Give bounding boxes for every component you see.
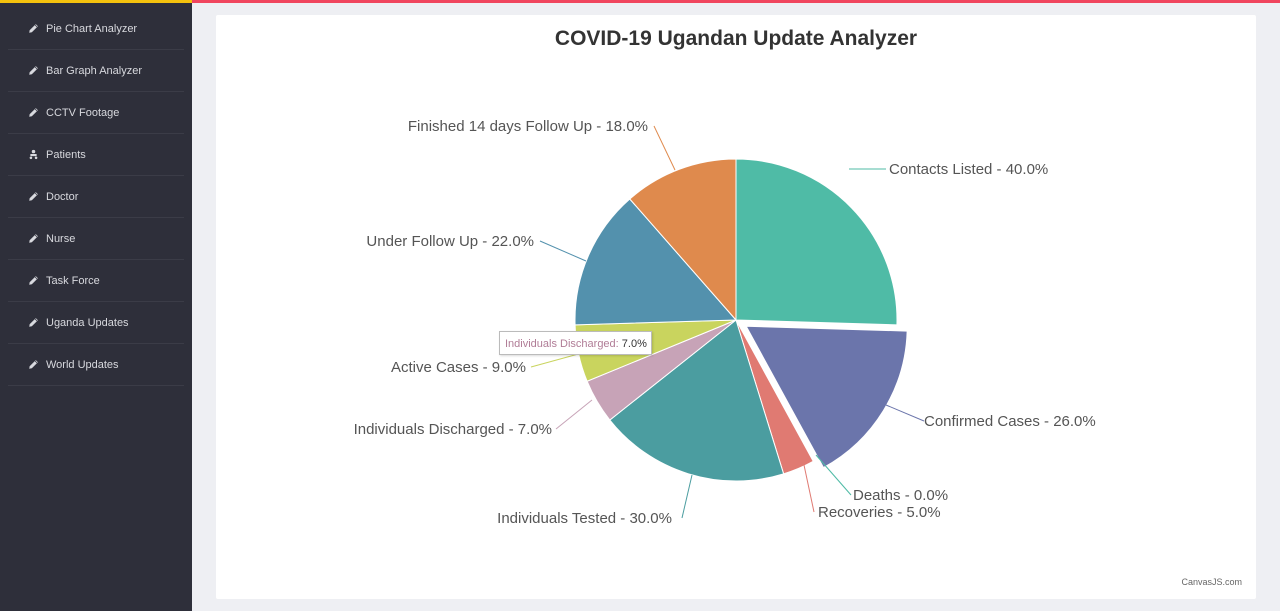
pencil-icon (28, 233, 39, 244)
sidebar-item-doctor[interactable]: Doctor (8, 176, 184, 218)
sidebar-item-label: Patients (46, 148, 86, 161)
slice-label: Individuals Tested - 30.0% (497, 510, 672, 527)
sidebar-item-label: Uganda Updates (46, 316, 129, 329)
sidebar-item-label: Task Force (46, 274, 100, 287)
top-accent-bar (192, 0, 1280, 3)
sidebar-item-uganda-updates[interactable]: Uganda Updates (8, 302, 184, 344)
pie-slice-under-follow-up[interactable] (574, 198, 738, 326)
chart-card: COVID-19 Ugandan Update Analyzer Contact… (216, 15, 1256, 599)
pie-slice-contacts-listed[interactable] (735, 158, 898, 326)
chart-tooltip: Individuals Discharged: 7.0% (499, 331, 652, 355)
sidebar-item-label: Doctor (46, 190, 79, 203)
pie-chart[interactable]: Contacts Listed - 40.0% Confirmed Cases -… (216, 15, 1256, 599)
slice-label: Deaths - 0.0% (853, 487, 948, 504)
sidebar-item-label: Pie Chart Analyzer (46, 22, 138, 35)
sidebar-item-patients[interactable]: Patients (8, 134, 184, 176)
sidebar: Pie Chart Analyzer Bar Graph Analyzer CCTV… (0, 0, 192, 611)
label-connector (681, 474, 693, 519)
sidebar-item-task-force[interactable]: Task Force (8, 260, 184, 302)
sidebar-item-label: World Updates (46, 358, 119, 371)
pencil-icon (28, 359, 39, 370)
pie-slice-confirmed-cases[interactable] (745, 325, 908, 469)
sidebar-item-bar-graph-analyzer[interactable]: Bar Graph Analyzer (8, 50, 184, 92)
sidebar-item-pie-chart-analyzer[interactable]: Pie Chart Analyzer (8, 8, 184, 50)
sidebar-menu: Pie Chart Analyzer Bar Graph Analyzer CCTV… (0, 3, 192, 386)
pencil-icon (28, 191, 39, 202)
sidebar-item-label: CCTV Footage (46, 106, 120, 119)
slice-label: Confirmed Cases - 26.0% (924, 413, 1096, 430)
slice-label: Active Cases - 9.0% (391, 359, 526, 376)
label-connector (530, 352, 583, 368)
pencil-icon (28, 275, 39, 286)
pie-slice-individuals-tested[interactable] (609, 319, 785, 482)
sidebar-item-label: Nurse (46, 232, 76, 245)
label-connector (803, 464, 815, 513)
pie-slice-finished-14-days-follow-up[interactable] (629, 158, 737, 322)
pencil-icon (28, 317, 39, 328)
sidebar-item-label: Bar Graph Analyzer (46, 64, 142, 77)
label-connector (555, 399, 593, 430)
user-group-icon (28, 149, 39, 160)
label-connector (539, 240, 587, 262)
slice-label: Recoveries - 5.0% (818, 504, 941, 521)
pencil-icon (28, 65, 39, 76)
tooltip-label: Individuals Discharged: (505, 338, 619, 350)
slice-label: Contacts Listed - 40.0% (889, 161, 1048, 178)
chart-credit[interactable]: CanvasJS.com (1181, 577, 1242, 587)
sidebar-item-nurse[interactable]: Nurse (8, 218, 184, 260)
pencil-icon (28, 107, 39, 118)
sidebar-item-world-updates[interactable]: World Updates (8, 344, 184, 386)
slice-label: Finished 14 days Follow Up - 18.0% (408, 118, 648, 135)
sidebar-item-cctv-footage[interactable]: CCTV Footage (8, 92, 184, 134)
label-connector (885, 404, 925, 422)
label-connector (815, 454, 852, 496)
slice-label: Under Follow Up - 22.0% (366, 233, 534, 250)
chart-title: COVID-19 Ugandan Update Analyzer (554, 27, 918, 50)
tooltip-value: 7.0% (621, 338, 647, 350)
slice-label: Individuals Discharged - 7.0% (354, 421, 552, 438)
label-connector (653, 125, 676, 171)
pencil-icon (28, 23, 39, 34)
